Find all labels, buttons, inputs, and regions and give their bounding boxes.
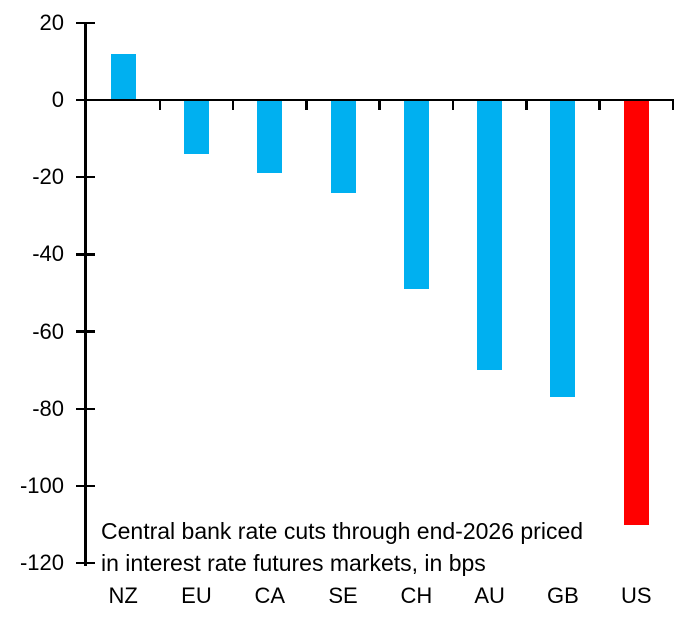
x-axis-label-SE: SE (328, 583, 358, 608)
x-axis-line (84, 98, 674, 102)
x-axis-tick (231, 101, 235, 111)
annotation-line-2: in interest rate futures markets, in bps (101, 549, 486, 576)
y-axis-tick (76, 175, 95, 179)
x-axis-tick (671, 101, 675, 111)
bar-SE (330, 100, 356, 193)
bar-CA (257, 100, 283, 174)
x-axis-tick (305, 101, 308, 111)
x-axis-label-US: US (620, 583, 652, 608)
x-axis-tick (525, 101, 528, 111)
x-axis-tick (598, 101, 601, 111)
y-axis-line (84, 22, 87, 566)
y-axis-tick (76, 253, 95, 256)
y-axis-label: -60 (32, 318, 64, 344)
x-axis-label-GB: GB (547, 583, 579, 608)
y-axis-tick (76, 561, 95, 565)
y-axis-tick (76, 330, 95, 333)
y-axis-label: 20 (39, 9, 64, 35)
x-axis-tick (451, 101, 455, 111)
y-axis-tick (76, 21, 95, 25)
x-axis-label-CA: CA (254, 583, 286, 608)
x-axis-label-CH: CH (400, 583, 433, 608)
bar-CH (403, 100, 429, 290)
x-axis-tick (158, 101, 162, 111)
x-axis-label-AU: AU (474, 583, 505, 608)
x-axis-tick (378, 101, 381, 111)
y-axis-label: -20 (32, 164, 64, 190)
y-axis-tick (76, 484, 95, 488)
y-axis-tick (76, 407, 95, 411)
bar-NZ (110, 53, 136, 100)
y-axis-tick (76, 98, 95, 102)
annotation-line-1: Central bank rate cuts through end-2026 … (101, 518, 584, 544)
y-axis-label: 0 (51, 87, 64, 112)
bar-US (623, 100, 649, 525)
x-axis-label-EU: EU (181, 583, 212, 608)
y-axis-label: -40 (32, 241, 64, 267)
chart-annotation: Central bank rate cuts through end-2026 … (101, 516, 583, 579)
y-axis-label: -100 (19, 473, 64, 498)
x-axis-label-NZ: NZ (108, 583, 138, 608)
bar-AU (477, 100, 503, 371)
y-axis-label: -120 (19, 550, 64, 576)
bar-EU (183, 100, 209, 155)
y-axis-label: -80 (32, 395, 64, 421)
bar-GB (550, 100, 576, 398)
